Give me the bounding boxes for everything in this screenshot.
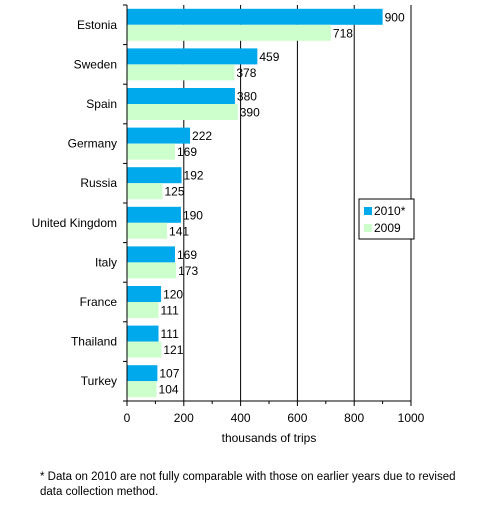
bar: [127, 381, 157, 398]
legend-swatch: [364, 207, 372, 215]
data-label: 380: [237, 90, 257, 104]
bar: [127, 286, 162, 302]
category-label: Germany: [68, 137, 117, 151]
bar: [127, 365, 158, 382]
footnote: * Data on 2010 are not fully comparable …: [40, 471, 456, 498]
data-label: 718: [333, 26, 353, 40]
data-label: 121: [163, 343, 183, 357]
data-label: 111: [161, 304, 180, 318]
bars: [127, 8, 383, 398]
category-label: United Kingdom: [32, 216, 117, 230]
x-tick-label: 1000: [398, 411, 425, 425]
data-label: 169: [177, 145, 197, 159]
axes: [123, 4, 412, 406]
x-tick-label: 800: [344, 411, 364, 425]
data-label: 173: [178, 264, 198, 278]
bar: [127, 88, 235, 104]
bar: [127, 341, 162, 358]
bar: [127, 222, 168, 239]
bar: [127, 8, 383, 25]
bar: [127, 302, 159, 318]
data-label: 141: [169, 224, 189, 238]
category-label: Estonia: [77, 18, 117, 32]
legend-label: 2010*: [374, 204, 406, 218]
legend-box: [358, 198, 415, 240]
data-label: 107: [159, 367, 179, 381]
data-label: 104: [159, 383, 179, 397]
data-label: 222: [192, 129, 212, 143]
data-label: 192: [184, 169, 204, 183]
x-tick-label: 400: [231, 411, 251, 425]
category-label: Sweden: [74, 57, 117, 71]
category-label: Spain: [86, 97, 117, 111]
bar: [127, 206, 181, 223]
data-label: 125: [165, 185, 185, 199]
data-label: 190: [183, 208, 203, 222]
bar: [127, 64, 235, 81]
data-label: 900: [385, 10, 405, 24]
bar: [127, 104, 238, 120]
x-tick-label: 600: [287, 411, 307, 425]
legend: 2010* 2009: [358, 198, 415, 240]
category-label: France: [80, 295, 118, 309]
data-label: 111: [161, 327, 180, 341]
category-label: Thailand: [71, 335, 117, 349]
x-tick-label: 0: [124, 411, 131, 425]
x-axis-label: thousands of trips: [222, 431, 317, 445]
data-label: 459: [259, 50, 279, 64]
data-label: 378: [236, 66, 256, 80]
bar: [127, 143, 175, 160]
bar: [127, 48, 258, 65]
legend-swatch: [364, 224, 372, 232]
category-label: Turkey: [81, 374, 117, 388]
category-label: Italy: [95, 255, 117, 269]
x-tick-label: 200: [174, 411, 194, 425]
data-label: 169: [177, 248, 197, 262]
bar: [127, 183, 163, 200]
legend-label: 2009: [374, 221, 401, 235]
bar: [127, 246, 175, 263]
data-label: 120: [163, 288, 183, 302]
bar: [127, 167, 182, 184]
data-label: 390: [240, 106, 260, 120]
bar: [127, 325, 159, 342]
category-label: Russia: [80, 176, 117, 190]
bar: [127, 127, 191, 144]
bar: [127, 24, 331, 41]
bar: [127, 262, 177, 279]
